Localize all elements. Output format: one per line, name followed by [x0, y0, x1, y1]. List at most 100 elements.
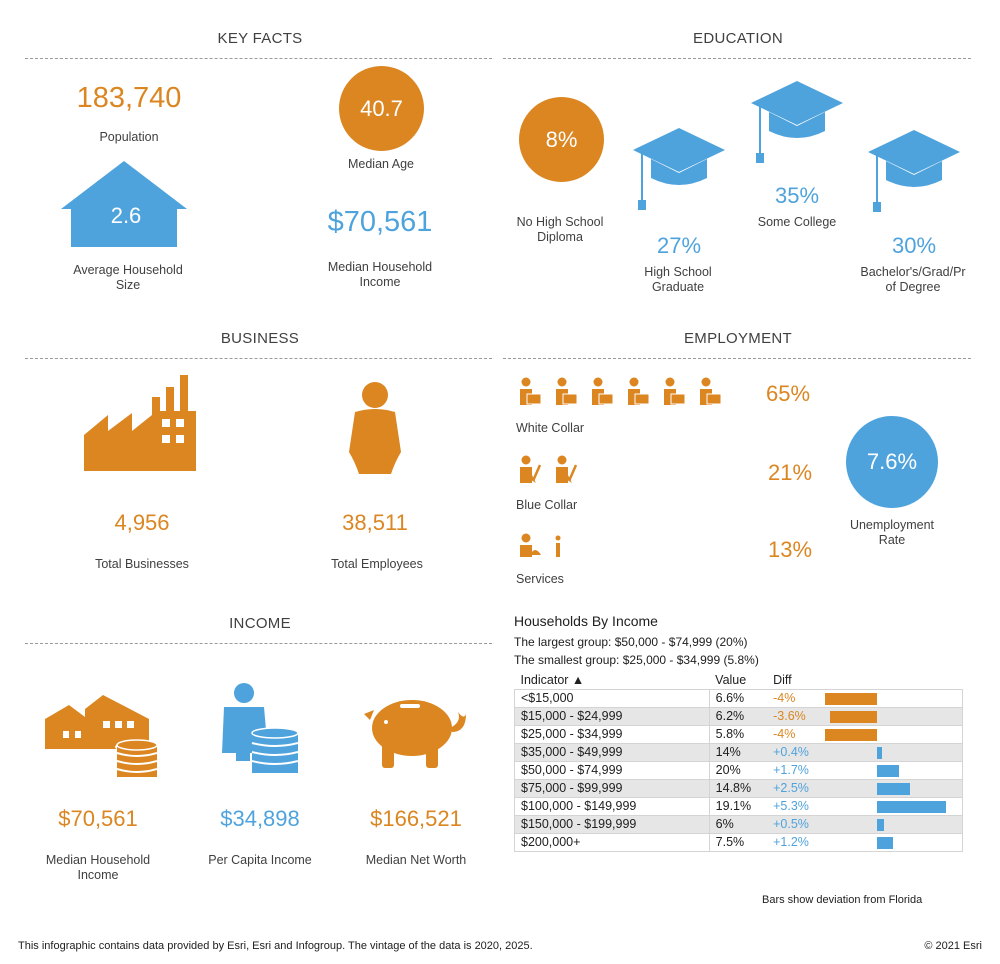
- indicator-cell: <$15,000: [514, 688, 710, 707]
- employee-icon: [349, 382, 401, 474]
- per-capita-income-label: Per Capita Income: [208, 853, 312, 867]
- white-collar-worker-icon: [700, 377, 721, 405]
- key-facts-title: KEY FACTS: [217, 30, 303, 47]
- total-employees-value: 38,511: [342, 510, 408, 535]
- no-high-school-label: No High School Diploma: [516, 215, 604, 244]
- income-title: INCOME: [229, 615, 291, 632]
- bars-note-prefix: Bars show deviation from: [762, 894, 886, 906]
- median-net-worth-value: $166,521: [370, 806, 462, 831]
- education-title: EDUCATION: [693, 30, 783, 47]
- household-size-value: 2.6: [110, 203, 142, 228]
- unemployment-circle: 7.6%: [846, 416, 938, 508]
- white-collar-label: White Collar: [516, 421, 585, 435]
- median-age-circle: 40.7: [339, 66, 424, 151]
- value-cell: 14.8%: [708, 778, 768, 797]
- value-cell: 6.2%: [708, 706, 768, 725]
- total-employees-label: Total Employees: [331, 557, 423, 571]
- indicator-cell: $200,000+: [514, 832, 710, 852]
- bachelors-value: 30%: [891, 233, 937, 258]
- smallest-group-text: The smallest group: $25,000 - $34,999 (5…: [514, 653, 759, 667]
- deviation-bar: [877, 836, 893, 849]
- deviation-bar: [877, 818, 884, 831]
- column-header-value[interactable]: Value: [715, 672, 747, 687]
- value-cell: 7.5%: [708, 832, 768, 852]
- households-income-table: Indicator ▲ Value Diff <$15,000 6.6% -4% $1…: [514, 671, 964, 852]
- high-school-label: High School Graduate: [644, 265, 712, 294]
- indicator-cell: $15,000 - $24,999: [514, 706, 710, 725]
- no-high-school-circle: 8%: [519, 97, 604, 182]
- bar-cell: [825, 688, 964, 707]
- table-row: $75,000 - $99,999 14.8% +2.5%: [514, 778, 964, 797]
- value-cell: 5.8%: [708, 724, 768, 743]
- unemployment-label: Unemployment Rate: [849, 518, 935, 547]
- white-collar-worker-icon: [592, 377, 613, 405]
- white-collar-worker-icon: [628, 377, 649, 405]
- bar-cell: [825, 832, 964, 852]
- some-college-label: Some College: [757, 215, 837, 229]
- deviation-bar: [877, 746, 883, 759]
- deviation-bar: [830, 710, 878, 723]
- white-collar-icons: [519, 377, 729, 407]
- white-collar-worker-icon: [556, 377, 577, 405]
- deviation-bar: [877, 764, 900, 777]
- total-businesses-label: Total Businesses: [95, 557, 189, 571]
- unemployment-value: 7.6%: [866, 449, 918, 474]
- houses-coins-icon: [45, 689, 157, 781]
- diff-cell: +0.4%: [767, 742, 826, 761]
- deviation-bar: [825, 692, 878, 705]
- households-title: Households By Income: [514, 613, 658, 629]
- table-row: $100,000 - $149,999 19.1% +5.3%: [514, 796, 964, 815]
- kf-median-income-label: Median Household Income: [327, 260, 433, 289]
- blue-collar-label: Blue Collar: [516, 498, 578, 512]
- bars-note-region: Florida: [888, 894, 923, 906]
- diff-cell: +2.5%: [767, 778, 826, 797]
- income-divider: [25, 643, 492, 644]
- diff-cell: -4%: [767, 688, 826, 707]
- business-title: BUSINESS: [220, 330, 300, 347]
- diff-cell: +0.5%: [767, 814, 826, 833]
- income-median-household-label: Median Household Income: [45, 853, 151, 882]
- value-cell: 20%: [708, 760, 768, 779]
- employment-divider: [503, 358, 971, 359]
- diff-cell: -3.6%: [767, 706, 826, 725]
- column-header-diff[interactable]: Diff: [773, 672, 792, 687]
- services-label: Services: [516, 572, 564, 586]
- value-cell: 19.1%: [708, 796, 768, 815]
- deviation-bar: [825, 728, 878, 741]
- diff-cell: +5.3%: [767, 796, 826, 815]
- table-row: $35,000 - $49,999 14% +0.4%: [514, 742, 964, 761]
- no-high-school-value: 8%: [545, 126, 578, 152]
- bar-cell: [825, 724, 964, 743]
- table-row: $200,000+ 7.5% +1.2%: [514, 832, 964, 852]
- population-label: Population: [99, 130, 159, 144]
- white-collar-worker-icon: [664, 377, 685, 405]
- diff-cell: +1.2%: [767, 832, 826, 852]
- column-header-indicator[interactable]: Indicator ▲: [520, 672, 585, 687]
- bar-cell: [825, 706, 964, 725]
- diff-cell: +1.7%: [767, 760, 826, 779]
- bar-cell: [825, 742, 964, 761]
- key-facts-divider: [25, 58, 492, 59]
- white-collar-worker-icon: [520, 377, 541, 405]
- business-divider: [25, 358, 492, 359]
- value-cell: 14%: [708, 742, 768, 761]
- white-collar-value: 65%: [765, 381, 811, 406]
- largest-group-text: The largest group: $50,000 - $74,999 (20…: [514, 635, 748, 649]
- services-worker-partial-icon: [555, 535, 561, 557]
- indicator-cell: $25,000 - $34,999: [514, 724, 710, 743]
- employment-title: EMPLOYMENT: [683, 330, 792, 347]
- household-size-label: Average Household Size: [73, 263, 183, 292]
- blue-collar-value: 21%: [767, 460, 813, 485]
- footer-copyright: © 2021 Esri: [924, 940, 982, 952]
- median-net-worth-label: Median Net Worth: [365, 853, 467, 867]
- person-coins-icon: [222, 683, 298, 775]
- deviation-bar: [877, 800, 946, 813]
- indicator-cell: $75,000 - $99,999: [514, 778, 710, 797]
- factory-icon: [84, 375, 196, 471]
- blue-collar-worker-icon: [520, 455, 541, 483]
- value-cell: 6.6%: [708, 688, 768, 707]
- median-age-label: Median Age: [347, 157, 415, 171]
- services-value: 13%: [767, 537, 813, 562]
- services-icons: [519, 533, 579, 559]
- graduation-cap-icon: [633, 128, 725, 212]
